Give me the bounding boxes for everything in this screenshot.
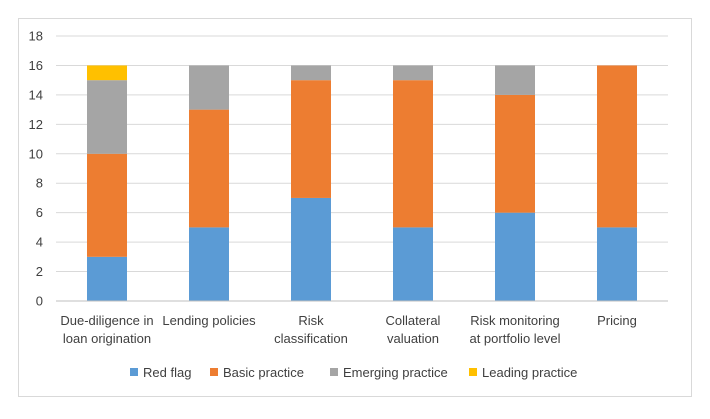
legend-swatch xyxy=(469,368,477,376)
legend: Red flag Basic practice Emerging practice L… xyxy=(130,365,577,380)
bars xyxy=(87,65,637,301)
bar-segment-red-flag xyxy=(189,227,229,301)
legend-label: Emerging practice xyxy=(343,365,448,380)
x-category-label: Risk monitoring at portfolio level xyxy=(469,313,560,346)
y-tick-label: 14 xyxy=(29,87,43,102)
y-tick-label: 18 xyxy=(29,29,43,44)
bar-segment-basic-practice xyxy=(189,109,229,228)
chart-frame xyxy=(18,18,692,397)
x-category-label: Pricing xyxy=(597,313,637,328)
y-axis-tick-labels: 0 2 4 6 8 10 12 14 16 18 xyxy=(29,29,43,309)
bar-segment-emerging-practice xyxy=(291,65,331,81)
bar-segment-red-flag xyxy=(597,227,637,301)
y-tick-label: 16 xyxy=(29,58,43,73)
x-category-label: Collateral valuation xyxy=(386,313,441,346)
bar-segment-emerging-practice xyxy=(495,65,535,95)
bar-segment-basic-practice xyxy=(291,80,331,198)
legend-swatch xyxy=(330,368,338,376)
x-category-label: Due-diligence in loan origination xyxy=(60,313,153,346)
legend-label: Leading practice xyxy=(482,365,577,380)
bar-segment-emerging-practice xyxy=(189,65,229,110)
legend-label: Red flag xyxy=(143,365,191,380)
bar-segment-red-flag xyxy=(291,197,331,301)
bar-segment-red-flag xyxy=(393,227,433,301)
bar-segment-basic-practice xyxy=(393,80,433,228)
y-tick-label: 10 xyxy=(29,146,43,161)
bar-segment-emerging-practice xyxy=(87,80,127,154)
x-axis-category-labels: Due-diligence in loan origination Lending … xyxy=(60,313,636,346)
bar-segment-basic-practice xyxy=(87,153,127,257)
x-category-label: Lending policies xyxy=(162,313,256,328)
y-tick-label: 2 xyxy=(36,264,43,279)
bar-segment-red-flag xyxy=(87,256,127,301)
legend-swatch xyxy=(130,368,138,376)
bar-segment-basic-practice xyxy=(597,65,637,228)
legend-label: Basic practice xyxy=(223,365,304,380)
bar-segment-emerging-practice xyxy=(393,65,433,81)
y-tick-label: 6 xyxy=(36,205,43,220)
legend-swatch xyxy=(210,368,218,376)
gridlines xyxy=(56,35,668,273)
bar-segment-basic-practice xyxy=(495,94,535,213)
bar-segment-red-flag xyxy=(495,212,535,301)
bar-segment-leading-practice xyxy=(87,65,127,81)
y-tick-label: 4 xyxy=(36,235,43,250)
y-tick-label: 0 xyxy=(36,294,43,309)
y-tick-label: 12 xyxy=(29,117,43,132)
y-tick-label: 8 xyxy=(36,176,43,191)
x-category-label: Risk classification xyxy=(274,313,348,346)
